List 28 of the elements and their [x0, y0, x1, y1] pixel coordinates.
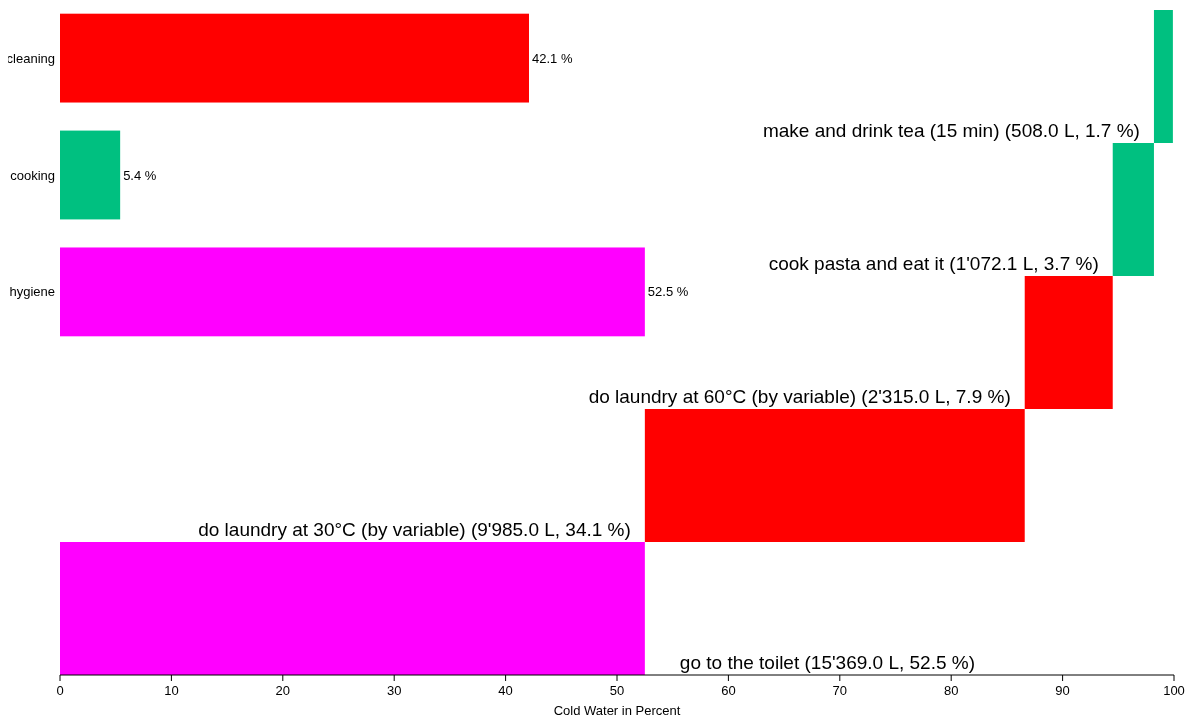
y-tick-label: hygiene — [9, 284, 55, 300]
bar — [1024, 276, 1113, 409]
y-tick-label: cleaning — [6, 50, 55, 66]
bar — [1153, 10, 1173, 143]
bar — [1112, 143, 1154, 276]
data-label: 52.5 % — [647, 284, 689, 300]
x-tick-label: 60 — [721, 683, 736, 698]
x-axis-title: Cold Water in Percent — [553, 703, 681, 718]
y-tick-label: do laundry at 60°C (by variable) (2'315.0 L, 7.9 %) — [588, 386, 1011, 407]
x-tick-label: 100 — [1163, 683, 1185, 698]
data-label: 5.4 % — [123, 167, 157, 183]
x-tick-label: 50 — [609, 683, 625, 698]
bar — [60, 542, 645, 675]
y-tick-label: do laundry at 30°C (by variable) (9'985.0 L, 34.1 %) — [198, 519, 631, 540]
y-tick-label: cook pasta and eat it (1'072.1 L, 3.7 %) — [768, 253, 1099, 274]
bar — [644, 409, 1025, 542]
x-tick-label: 80 — [943, 683, 959, 698]
x-tick-label: 20 — [275, 683, 291, 698]
y-tick-label: make and drink tea (15 min) (508.0 L, 1.7 %) — [762, 120, 1140, 141]
x-tick-label: 40 — [498, 683, 513, 698]
y-tick-label: go to the toilet (15'369.0 L, 52.5 %) — [679, 652, 976, 673]
x-tick-label: 10 — [164, 683, 179, 698]
x-tick-label: 30 — [386, 683, 402, 698]
y-tick-label: cooking — [10, 167, 55, 183]
data-label: 42.1 % — [531, 50, 573, 66]
x-tick-label: 70 — [832, 683, 848, 698]
x-tick-label: 90 — [1055, 683, 1070, 698]
x-tick-label: 0 — [56, 683, 64, 698]
